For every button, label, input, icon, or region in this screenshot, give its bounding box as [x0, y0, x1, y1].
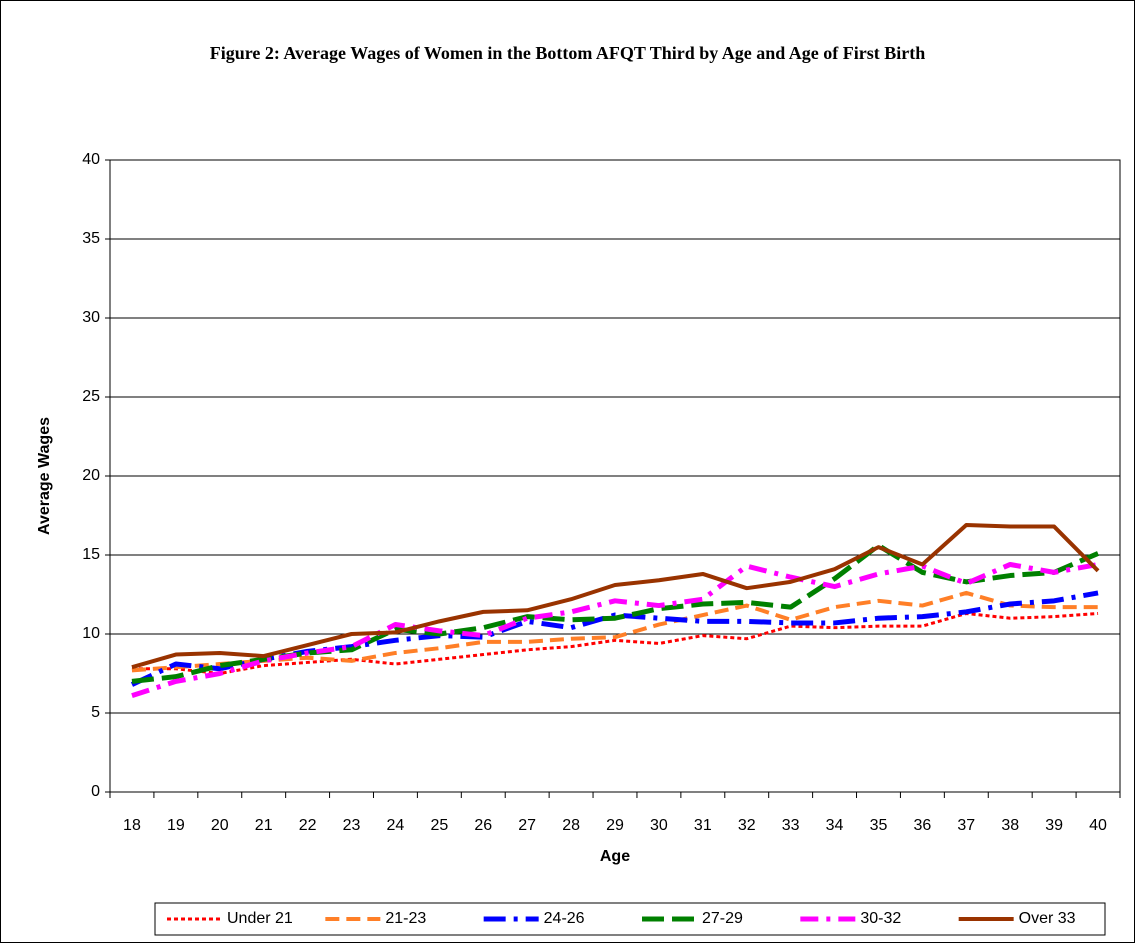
series-line — [131, 561, 1099, 698]
legend-box — [154, 902, 1106, 936]
y-tick-label: 35 — [82, 230, 100, 247]
y-tick-label: 20 — [82, 467, 100, 484]
x-tick-label: 20 — [211, 817, 229, 834]
x-tick-label: 35 — [870, 817, 888, 834]
series-line — [131, 522, 1100, 670]
legend-label: 27-29 — [702, 910, 743, 927]
legend-label: Over 33 — [1019, 910, 1076, 927]
x-tick-label: 32 — [738, 817, 756, 834]
x-tick-label: 26 — [474, 817, 492, 834]
y-tick-label: 15 — [82, 546, 100, 563]
y-tick-label: 0 — [91, 783, 100, 800]
x-tick-label: 39 — [1045, 817, 1063, 834]
x-tick-label: 28 — [562, 817, 580, 834]
legend-label: Under 21 — [227, 910, 293, 927]
y-tick-label: 40 — [82, 151, 100, 168]
x-tick-label: 40 — [1089, 817, 1107, 834]
x-tick-label: 34 — [826, 817, 844, 834]
x-axis-title: Age — [600, 848, 630, 865]
y-tick-label: 10 — [82, 625, 100, 642]
x-tick-label: 31 — [694, 817, 712, 834]
x-tick-label: 18 — [123, 817, 141, 834]
x-tick-label: 23 — [343, 817, 361, 834]
series-line — [130, 590, 1099, 687]
x-tick-label: 19 — [167, 817, 185, 834]
series-line — [131, 611, 1099, 675]
legend-label: 21-23 — [385, 910, 426, 927]
x-tick-label: 21 — [255, 817, 273, 834]
chart-title: Figure 2: Average Wages of Women in the … — [209, 43, 926, 63]
x-tick-label: 33 — [782, 817, 800, 834]
x-tick-label: 38 — [1001, 817, 1019, 834]
y-axis-title: Average Wages — [36, 417, 53, 535]
y-tick-label: 25 — [82, 388, 100, 405]
legend-label: 24-26 — [544, 910, 585, 927]
legend: Under 21 21-23 24-26 27-29 30-32 Over 33 — [154, 902, 1106, 936]
x-tick-label: 30 — [650, 817, 668, 834]
y-tick-label: 5 — [91, 704, 100, 721]
y-tick-label: 30 — [82, 309, 100, 326]
legend-label: 30-32 — [860, 910, 901, 927]
x-tick-label: 36 — [913, 817, 931, 834]
series-line — [131, 590, 1099, 673]
x-tick-label: 27 — [518, 817, 536, 834]
x-tick-label: 37 — [957, 817, 975, 834]
x-tick-label: 25 — [430, 817, 448, 834]
x-tick-label: 29 — [606, 817, 624, 834]
x-tick-label: 24 — [387, 817, 405, 834]
x-tick-label: 22 — [299, 817, 317, 834]
